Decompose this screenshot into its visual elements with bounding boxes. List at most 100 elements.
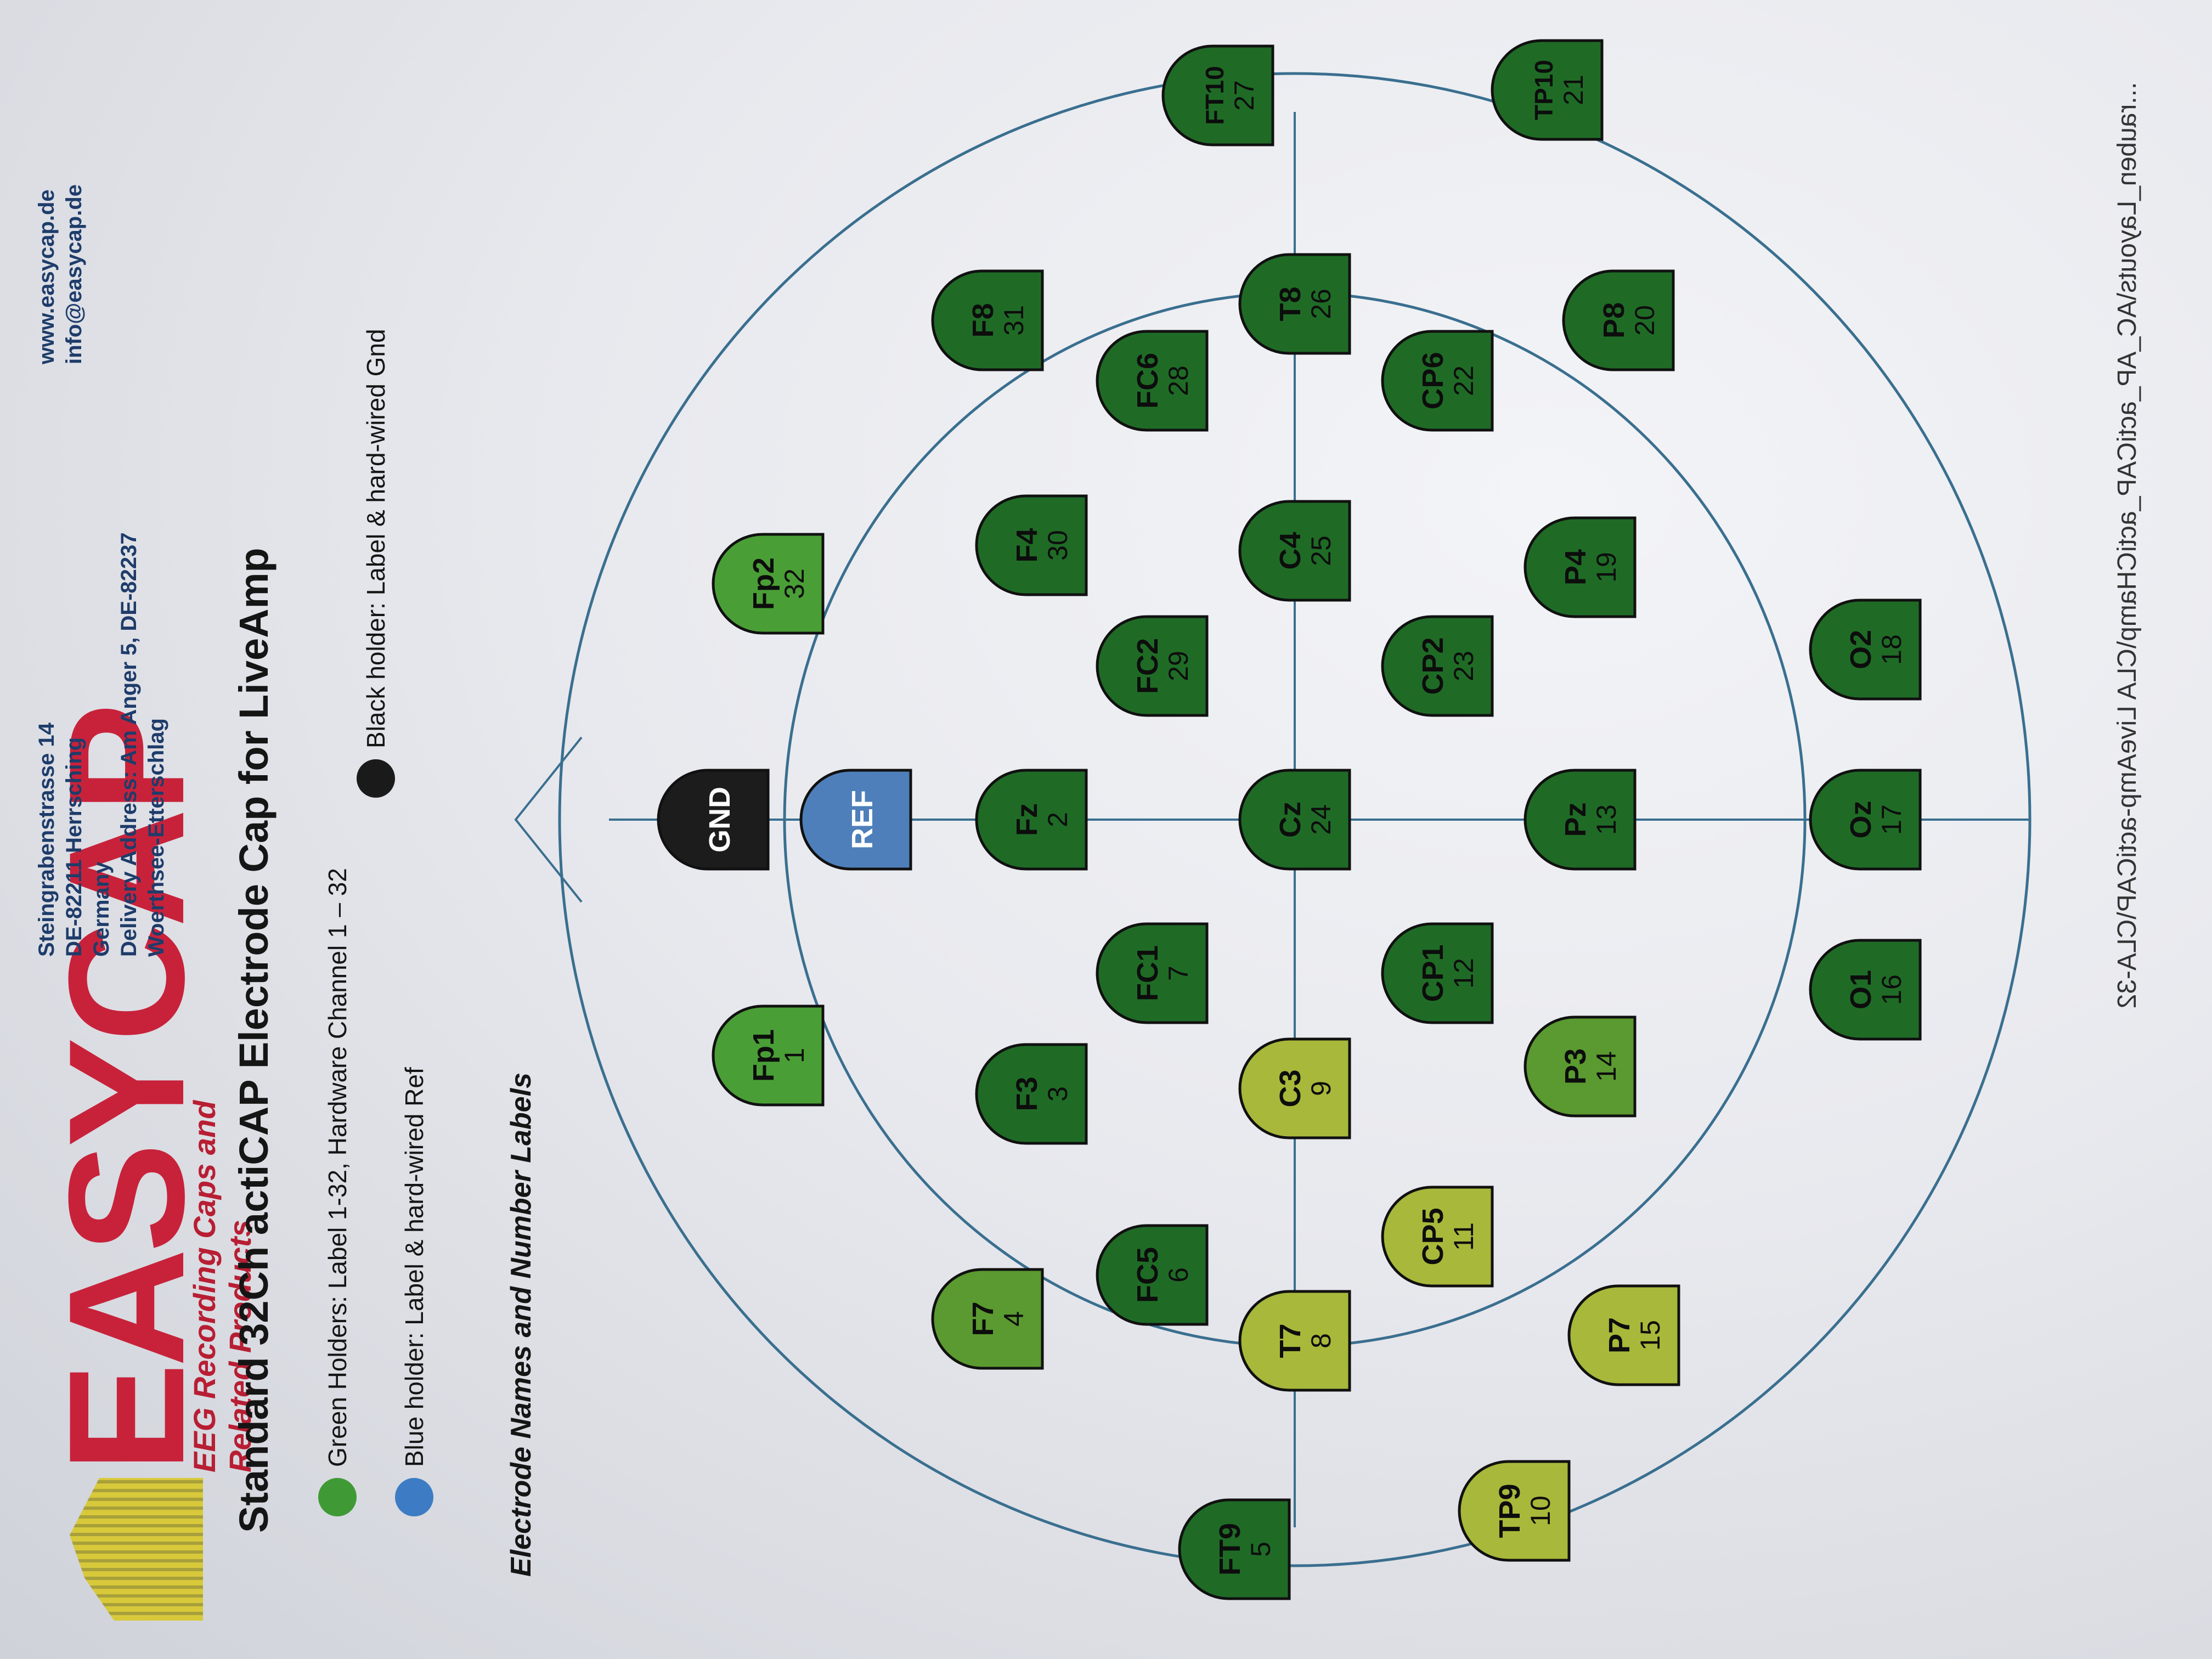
- electrode-name: Cz: [1274, 802, 1307, 838]
- electrode-name: Fp2: [747, 557, 780, 610]
- electrode-number: 28: [1163, 365, 1194, 396]
- electrode-holder: [975, 494, 1088, 596]
- electrode-name: CP5: [1417, 1207, 1449, 1265]
- electrode-ft10: FT10 27: [1161, 44, 1274, 146]
- electrode-name: CP2: [1417, 637, 1449, 695]
- electrode-holder: [975, 769, 1088, 871]
- electrode-number: 17: [1876, 804, 1907, 835]
- electrode-holder: [1238, 769, 1351, 871]
- electrode-name: T7: [1274, 1323, 1307, 1358]
- electrode-number: 27: [1229, 80, 1260, 111]
- electrode-number: 7: [1163, 966, 1194, 981]
- electrode-holder: [1238, 1037, 1351, 1139]
- electrode-name: F8: [967, 303, 1000, 337]
- electrode-name: FC5: [1131, 1247, 1164, 1303]
- electrode-holder: [1381, 330, 1494, 432]
- electrode-name: T8: [1274, 286, 1307, 321]
- electrode-number: 20: [1629, 305, 1660, 336]
- electrode-name: FT10: [1200, 66, 1229, 125]
- electrode-name: GND: [703, 787, 736, 853]
- electrode-tp10: TP10 21: [1491, 39, 1604, 141]
- electrode-f3: F33: [975, 1043, 1088, 1145]
- electrode-name: FC6: [1131, 353, 1164, 409]
- nose-icon: [514, 736, 583, 903]
- electrode-name: Pz: [1559, 802, 1592, 837]
- electrode-number: 18: [1876, 634, 1907, 665]
- file-path-footer: ...rauben_Layouts\AC_AP_actiCAP_actiCHam…: [2113, 82, 2142, 1009]
- electrode-holder: [1161, 44, 1274, 146]
- electrode-number: 23: [1448, 651, 1479, 681]
- electrode-name: FC2: [1131, 638, 1164, 694]
- electrode-number: 14: [1591, 1051, 1622, 1082]
- electrode-holder: [1096, 615, 1209, 717]
- electrode-number: 1: [779, 1048, 810, 1063]
- electrode-number: 11: [1448, 1222, 1479, 1251]
- electrode-holder: [1096, 1224, 1209, 1326]
- electrode-name: O2: [1844, 630, 1877, 669]
- electrode-name: F3: [1011, 1076, 1043, 1111]
- electrode-holder: [712, 533, 825, 635]
- electrode-name: C4: [1274, 532, 1307, 569]
- electrode-gnd: GND: [657, 769, 770, 871]
- electrode-number: 16: [1876, 974, 1907, 1005]
- electrode-t7: T78: [1238, 1290, 1351, 1392]
- electrode-number: 25: [1306, 535, 1336, 566]
- electrode-holder: [1491, 39, 1604, 141]
- electrode-name: C3: [1274, 1069, 1307, 1107]
- electrode-number: 15: [1635, 1320, 1666, 1351]
- electrode-number: 13: [1591, 804, 1622, 835]
- electrode-name: TP9: [1493, 1483, 1526, 1538]
- electrode-number: 12: [1448, 958, 1479, 989]
- electrode-name: F4: [1011, 528, 1043, 562]
- electrode-number: 24: [1306, 804, 1336, 835]
- electrode-holder: [1562, 269, 1675, 371]
- electrode-number: 19: [1591, 552, 1622, 583]
- electrode-name: F7: [967, 1301, 1000, 1336]
- electrode-name: REF: [846, 790, 879, 849]
- electrode-number: 29: [1163, 651, 1194, 681]
- electrode-holder: [1523, 1015, 1637, 1118]
- electrode-holder: [1809, 939, 1922, 1041]
- electrode-name: Oz: [1844, 800, 1877, 838]
- electrode-name: P8: [1598, 302, 1630, 338]
- electrode-name: P4: [1559, 549, 1592, 585]
- electrode-number: 5: [1245, 1542, 1276, 1557]
- electrode-number: 21: [1558, 75, 1589, 105]
- electrode-holder: [931, 1268, 1044, 1370]
- electrode-name: O1: [1844, 970, 1877, 1009]
- electrode-f7: F74: [931, 1268, 1044, 1370]
- electrode-number: 4: [998, 1311, 1029, 1327]
- electrode-number: 32: [779, 568, 810, 599]
- electrode-holder: [1809, 769, 1922, 871]
- electrode-name: Fp1: [747, 1029, 780, 1082]
- electrode-name: CP6: [1417, 352, 1449, 409]
- electrode-holder: [657, 769, 770, 871]
- electrode-group: GND REFFp11Fp232F74F33Fz2F430F831FT95FC56…: [657, 39, 1922, 1600]
- electrode-holder: [1567, 1284, 1680, 1386]
- electrode-number: 8: [1306, 1333, 1336, 1348]
- electrode-holder: [1096, 330, 1209, 432]
- electrode-holder: [1458, 1460, 1571, 1562]
- electrode-holder: [1809, 599, 1922, 701]
